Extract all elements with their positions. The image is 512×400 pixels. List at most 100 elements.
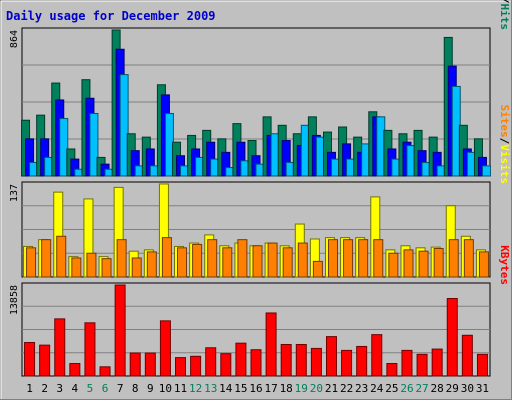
bar-kbytes-day-2 xyxy=(39,344,51,377)
bar-kbytes-day-15 xyxy=(235,342,247,377)
legend-entry: Visits xyxy=(498,144,511,184)
bar-sites-day-18 xyxy=(282,247,293,278)
legend-entry: Sites xyxy=(498,105,511,138)
hits-panel: 864 Pages/Files/Hits xyxy=(9,0,511,177)
bar-kbytes-day-12 xyxy=(190,355,202,377)
bar-sites-day-10 xyxy=(161,237,172,278)
x-tick-label: 8 xyxy=(132,382,139,395)
x-tick-label: 17 xyxy=(264,382,277,395)
bar-sites-day-4 xyxy=(71,257,82,278)
x-tick-label: 4 xyxy=(72,382,79,395)
bar-sites-day-31 xyxy=(478,251,489,278)
bar-sites-day-26 xyxy=(403,249,414,278)
x-tick-label: 10 xyxy=(159,382,172,395)
x-tick-label: 20 xyxy=(310,382,323,395)
bar-kbytes-day-7 xyxy=(114,284,126,377)
bar-kbytes-day-23 xyxy=(356,345,368,377)
bar-kbytes-day-22 xyxy=(341,349,353,377)
bar-sites-day-19 xyxy=(297,242,308,278)
x-tick-label: 14 xyxy=(219,382,233,395)
bar-kbytes-day-14 xyxy=(220,353,232,377)
bar-sites-day-13 xyxy=(207,239,218,278)
chart-panels: 864 Pages/Files/Hits 137 Sites/Visits 13858K… xyxy=(9,0,511,377)
x-tick-label: 19 xyxy=(295,382,308,395)
bar-sites-day-5 xyxy=(86,252,97,278)
x-tick-label: 23 xyxy=(355,382,368,395)
bar-sites-day-12 xyxy=(192,243,203,278)
bar-sites-day-30 xyxy=(463,239,474,278)
y-max-label: 137 xyxy=(9,184,20,202)
x-tick-label: 22 xyxy=(340,382,353,395)
legend-entry: KBytes xyxy=(498,245,511,285)
bar-sites-day-3 xyxy=(56,235,67,278)
x-tick-label: 7 xyxy=(117,382,124,395)
bar-sites-day-25 xyxy=(388,252,399,278)
x-tick-label: 3 xyxy=(56,382,63,395)
x-tick-label: 25 xyxy=(385,382,398,395)
bar-sites-day-9 xyxy=(146,251,157,278)
bar-kbytes-day-10 xyxy=(159,320,171,377)
x-tick-label: 26 xyxy=(400,382,413,395)
bar-kbytes-day-11 xyxy=(175,357,187,377)
bar-kbytes-day-17 xyxy=(265,312,277,377)
bar-kbytes-day-3 xyxy=(54,318,66,377)
bar-kbytes-day-18 xyxy=(280,343,292,377)
series-legend: KBytes xyxy=(498,245,511,285)
bar-sites-day-23 xyxy=(358,239,369,278)
x-tick-label: 5 xyxy=(87,382,94,395)
bar-sites-day-28 xyxy=(433,247,444,278)
bar-kbytes-day-29 xyxy=(446,298,458,377)
x-tick-label: 11 xyxy=(174,382,187,395)
bar-sites-day-17 xyxy=(267,242,278,278)
x-tick-label: 21 xyxy=(325,382,338,395)
bar-sites-day-11 xyxy=(177,247,188,278)
bar-kbytes-day-9 xyxy=(144,352,156,377)
x-tick-label: 6 xyxy=(102,382,109,395)
x-tick-label: 28 xyxy=(431,382,444,395)
chart-title: Daily usage for December 2009 xyxy=(6,9,216,23)
bar-sites-day-8 xyxy=(131,257,142,278)
bar-kbytes-day-5 xyxy=(84,322,96,377)
y-max-label: 864 xyxy=(9,30,20,48)
bar-kbytes-day-8 xyxy=(129,352,141,377)
bar-kbytes-day-20 xyxy=(310,347,322,377)
bar-kbytes-day-31 xyxy=(476,353,488,377)
x-tick-label: 24 xyxy=(370,382,384,395)
x-tick-label: 13 xyxy=(204,382,217,395)
bar-pages-day-31 xyxy=(481,165,491,177)
bar-sites-day-29 xyxy=(448,239,459,278)
bar-kbytes-day-1 xyxy=(24,342,36,377)
x-axis-labels: 1 2 3 4 5 6 7 8 9 10 11 12 13 14 15 16 17 18 19 20 21 22 23 24 2… xyxy=(26,382,489,395)
x-tick-label: 9 xyxy=(147,382,154,395)
bar-sites-day-21 xyxy=(327,239,338,278)
x-tick-label: 31 xyxy=(476,382,489,395)
bar-kbytes-day-24 xyxy=(371,334,383,377)
bar-sites-day-14 xyxy=(222,247,233,278)
kbytes-panel: 13858 KBytes xyxy=(9,245,511,377)
legend-entry: Hits xyxy=(498,4,511,31)
bar-kbytes-day-21 xyxy=(325,336,337,377)
bar-kbytes-day-16 xyxy=(250,349,262,377)
bar-sites-day-1 xyxy=(26,247,37,278)
bar-pages-day-3 xyxy=(59,118,69,177)
bar-sites-day-27 xyxy=(418,250,429,278)
x-tick-label: 27 xyxy=(415,382,428,395)
bar-kbytes-day-26 xyxy=(401,349,413,377)
x-tick-label: 30 xyxy=(461,382,474,395)
series-legend: Sites/Visits xyxy=(498,105,511,185)
bar-kbytes-day-19 xyxy=(295,343,307,377)
bar-kbytes-day-6 xyxy=(99,366,111,377)
visits-panel: 137 Sites/Visits xyxy=(9,105,511,278)
bar-kbytes-day-4 xyxy=(69,363,81,377)
series-legend: Pages/Files/Hits xyxy=(498,0,511,30)
bar-kbytes-day-28 xyxy=(431,348,443,377)
bar-sites-day-20 xyxy=(312,260,323,278)
bar-pages-day-7 xyxy=(119,74,129,177)
bar-sites-day-24 xyxy=(373,239,384,278)
x-tick-label: 29 xyxy=(446,382,459,395)
bar-kbytes-day-25 xyxy=(386,363,398,377)
x-tick-label: 12 xyxy=(189,382,202,395)
bar-sites-day-6 xyxy=(101,258,112,278)
x-tick-label: 16 xyxy=(249,382,262,395)
